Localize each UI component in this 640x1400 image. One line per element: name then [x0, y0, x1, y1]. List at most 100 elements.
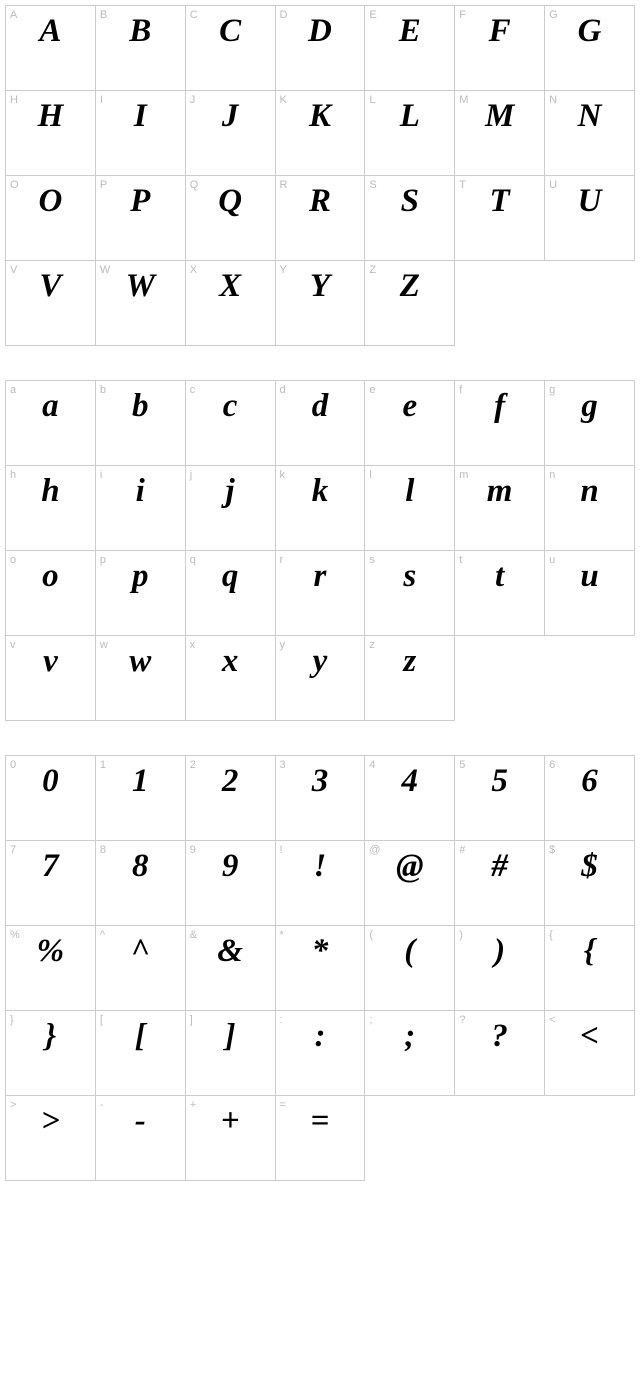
- glyph-cell: HH: [6, 91, 96, 176]
- glyph-cell: vv: [6, 636, 96, 721]
- glyph-cell: LL: [365, 91, 455, 176]
- glyph-cell: **: [275, 926, 365, 1011]
- glyph-cell: QQ: [185, 176, 275, 261]
- cell-glyph: 1: [96, 763, 185, 800]
- uppercase-table: AA BB CC DD EE FF GG HH II JJ KK LL MM N…: [5, 5, 635, 346]
- glyph-cell: CC: [185, 6, 275, 91]
- glyph-cell: dd: [275, 381, 365, 466]
- cell-glyph: &: [186, 933, 275, 970]
- glyph-cell: @@: [365, 841, 455, 926]
- glyph-cell: ss: [365, 551, 455, 636]
- glyph-cell: 11: [95, 756, 185, 841]
- glyph-cell: ((: [365, 926, 455, 1011]
- cell-glyph: r: [276, 558, 365, 595]
- cell-glyph: C: [186, 13, 275, 50]
- cell-glyph: D: [276, 13, 365, 50]
- glyph-cell: ee: [365, 381, 455, 466]
- glyph-cell: &&: [185, 926, 275, 1011]
- cell-glyph: 4: [365, 763, 454, 800]
- glyph-cell: EE: [365, 6, 455, 91]
- glyph-cell: VV: [6, 261, 96, 346]
- empty-cell: [455, 636, 545, 721]
- cell-glyph: i: [96, 473, 185, 510]
- cell-glyph: h: [6, 473, 95, 510]
- cell-glyph: j: [186, 473, 275, 510]
- cell-glyph: K: [276, 98, 365, 135]
- cell-glyph: v: [6, 643, 95, 680]
- cell-glyph: +: [186, 1103, 275, 1140]
- cell-glyph: 6: [545, 763, 634, 800]
- glyph-cell: ##: [455, 841, 545, 926]
- cell-glyph: X: [186, 268, 275, 305]
- cell-glyph: #: [455, 848, 544, 885]
- cell-glyph: [: [96, 1018, 185, 1055]
- glyph-cell: 99: [185, 841, 275, 926]
- glyph-cell: GG: [545, 6, 635, 91]
- glyph-cell: 33: [275, 756, 365, 841]
- cell-glyph: N: [545, 98, 634, 135]
- cell-glyph: W: [96, 268, 185, 305]
- cell-glyph: :: [276, 1018, 365, 1055]
- cell-glyph: 8: [96, 848, 185, 885]
- glyph-cell: 22: [185, 756, 275, 841]
- glyph-cell: ^^: [95, 926, 185, 1011]
- glyph-cell: ]]: [185, 1011, 275, 1096]
- cell-glyph: %: [6, 933, 95, 970]
- glyph-cell: !!: [275, 841, 365, 926]
- cell-glyph: ^: [96, 933, 185, 970]
- glyph-cell: YY: [275, 261, 365, 346]
- glyph-cell: XX: [185, 261, 275, 346]
- cell-glyph: E: [365, 13, 454, 50]
- glyph-cell: --: [95, 1096, 185, 1181]
- cell-glyph: l: [365, 473, 454, 510]
- glyph-cell: ==: [275, 1096, 365, 1181]
- glyph-cell: MM: [455, 91, 545, 176]
- cell-glyph: m: [455, 473, 544, 510]
- glyph-cell: bb: [95, 381, 185, 466]
- cell-glyph: ;: [365, 1018, 454, 1055]
- glyph-cell: 44: [365, 756, 455, 841]
- glyph-cell: OO: [6, 176, 96, 261]
- glyph-cell: cc: [185, 381, 275, 466]
- cell-glyph: {: [545, 933, 634, 970]
- cell-glyph: Q: [186, 183, 275, 220]
- cell-glyph: =: [276, 1103, 365, 1140]
- glyph-cell: JJ: [185, 91, 275, 176]
- cell-glyph: p: [96, 558, 185, 595]
- empty-cell: [455, 1096, 545, 1181]
- glyph-cell: }}: [6, 1011, 96, 1096]
- cell-glyph: q: [186, 558, 275, 595]
- glyph-cell: )): [455, 926, 545, 1011]
- glyph-cell: SS: [365, 176, 455, 261]
- empty-cell: [545, 636, 635, 721]
- glyph-cell: NN: [545, 91, 635, 176]
- cell-glyph: T: [455, 183, 544, 220]
- cell-glyph: A: [6, 13, 95, 50]
- glyph-cell: aa: [6, 381, 96, 466]
- glyph-cell: 55: [455, 756, 545, 841]
- cell-glyph: }: [6, 1018, 95, 1055]
- glyph-cell: 66: [545, 756, 635, 841]
- glyph-cell: ;;: [365, 1011, 455, 1096]
- glyph-cell: mm: [455, 466, 545, 551]
- glyph-cell: KK: [275, 91, 365, 176]
- cell-glyph: 7: [6, 848, 95, 885]
- glyph-cell: DD: [275, 6, 365, 91]
- glyph-cell: zz: [365, 636, 455, 721]
- glyph-cell: qq: [185, 551, 275, 636]
- glyph-cell: ww: [95, 636, 185, 721]
- cell-glyph: n: [545, 473, 634, 510]
- cell-glyph: <: [545, 1018, 634, 1055]
- cell-glyph: 5: [455, 763, 544, 800]
- numbers-symbols-table: 00 11 22 33 44 55 66 77 88 99 !! @@ ## $…: [5, 755, 635, 1181]
- cell-glyph: 3: [276, 763, 365, 800]
- cell-glyph: >: [6, 1103, 95, 1140]
- cell-glyph: 0: [6, 763, 95, 800]
- glyph-cell: rr: [275, 551, 365, 636]
- empty-cell: [455, 261, 545, 346]
- cell-glyph: k: [276, 473, 365, 510]
- glyph-cell: $$: [545, 841, 635, 926]
- glyph-cell: {{: [545, 926, 635, 1011]
- glyph-cell: uu: [545, 551, 635, 636]
- cell-glyph: *: [276, 933, 365, 970]
